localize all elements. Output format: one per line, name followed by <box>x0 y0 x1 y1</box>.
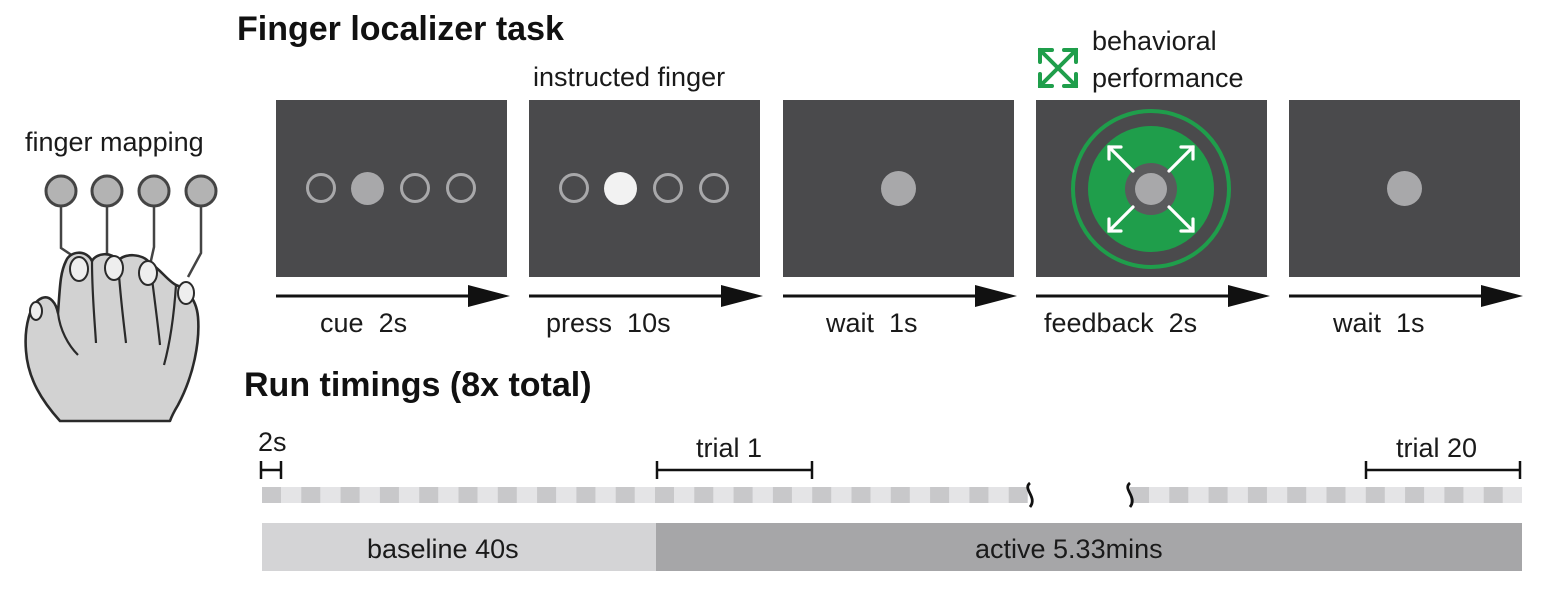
timeline-tick <box>1365 487 1385 503</box>
trial-1-label: trial 1 <box>696 433 763 463</box>
timeline-tick <box>1405 487 1425 503</box>
tick-duration-label: 2s <box>258 427 287 457</box>
step-feedback-label: feedback 2s <box>1044 308 1198 338</box>
timeline-tick <box>1008 487 1028 503</box>
step-wait-label: wait 1s <box>826 308 918 338</box>
performance-label: performance <box>1092 63 1244 93</box>
time-arrow-3 <box>783 285 1017 307</box>
timeline-tick <box>379 487 399 503</box>
timeline-tick <box>537 487 557 503</box>
timeline-tick <box>930 487 950 503</box>
timeline-tick <box>340 487 360 503</box>
finger-cue-4 <box>446 173 476 203</box>
feedback-outer-ring <box>1071 109 1231 269</box>
timeline-tick <box>1247 487 1267 503</box>
screen-press <box>529 100 760 277</box>
timeline-tick <box>419 487 439 503</box>
step-press-label: press 10s <box>546 308 671 338</box>
timeline-strip-left <box>262 487 1027 503</box>
timeline-tick <box>890 487 910 503</box>
timeline-tick <box>1483 487 1503 503</box>
timeline-graphic <box>259 461 1522 508</box>
timeline-tick <box>262 487 281 503</box>
timeline-tick <box>969 487 989 503</box>
fingernails <box>29 255 195 321</box>
instructed-finger-label: instructed finger <box>533 62 726 92</box>
trial-1-bracket <box>655 461 814 479</box>
break-mark-left <box>1026 481 1034 508</box>
timeline-tick <box>1287 487 1307 503</box>
timeline-ticks <box>262 487 1503 503</box>
time-arrow-2 <box>529 285 763 307</box>
screen-feedback <box>1036 100 1267 277</box>
feedback-target <box>1071 109 1231 269</box>
timeline-tick <box>576 487 596 503</box>
expand-arrows-icon <box>1038 48 1078 88</box>
task-title: Finger localizer task <box>237 10 564 48</box>
finger-cue-2-highlighted <box>351 172 384 205</box>
response-button-2 <box>90 174 124 208</box>
timeline-tick <box>851 487 871 503</box>
step-wait-2-label: wait 1s <box>1333 308 1425 338</box>
fixation-dot <box>1387 171 1422 206</box>
timeline-tick <box>1444 487 1464 503</box>
step-cue-label: cue 2s <box>320 308 408 338</box>
tick-bracket <box>259 461 283 479</box>
response-button-4 <box>184 174 218 208</box>
timeline-tick <box>1130 487 1149 503</box>
finger-cue-3 <box>653 173 683 203</box>
screen-cue <box>276 100 507 277</box>
timeline-tick <box>733 487 753 503</box>
finger-cue-2-active <box>604 172 637 205</box>
timeline-tick <box>1208 487 1228 503</box>
timeline-tick <box>301 487 321 503</box>
timeline-tick <box>694 487 714 503</box>
time-arrow-5 <box>1289 285 1523 307</box>
trial-20-bracket <box>1364 461 1522 479</box>
baseline-label: baseline 40s <box>367 534 519 564</box>
response-button-3 <box>137 174 171 208</box>
active-bar <box>656 523 1522 571</box>
fixation-dot <box>881 171 916 206</box>
feedback-center-dot <box>1135 173 1167 205</box>
behavioral-label: behavioral <box>1092 26 1217 56</box>
feedback-expand-arrows <box>1107 145 1195 233</box>
finger-cue-1 <box>559 173 589 203</box>
screen-wait-2 <box>1289 100 1520 277</box>
timeline-tick <box>458 487 478 503</box>
timeline-tick <box>1169 487 1189 503</box>
timeline-tick <box>812 487 832 503</box>
baseline-bar <box>262 523 656 571</box>
response-buttons <box>44 174 218 208</box>
timeline-tick <box>772 487 792 503</box>
run-timings-title: Run timings (8x total) <box>244 366 592 404</box>
timeline-tick <box>655 487 674 503</box>
time-arrow-1 <box>276 285 510 307</box>
finger-cue-3 <box>400 173 430 203</box>
finger-mapping-label: finger mapping <box>25 127 204 157</box>
finger-cue-1 <box>306 173 336 203</box>
timeline-tick <box>497 487 517 503</box>
timeline-tick <box>1326 487 1346 503</box>
time-arrow-4 <box>1036 285 1270 307</box>
timeline-tick <box>615 487 635 503</box>
finger-cue-4 <box>699 173 729 203</box>
hand-illustration <box>24 174 218 423</box>
break-mark-right <box>1126 481 1134 508</box>
active-label: active 5.33mins <box>975 534 1163 564</box>
response-button-1 <box>44 174 78 208</box>
trial-20-label: trial 20 <box>1396 433 1478 463</box>
screen-wait <box>783 100 1014 277</box>
